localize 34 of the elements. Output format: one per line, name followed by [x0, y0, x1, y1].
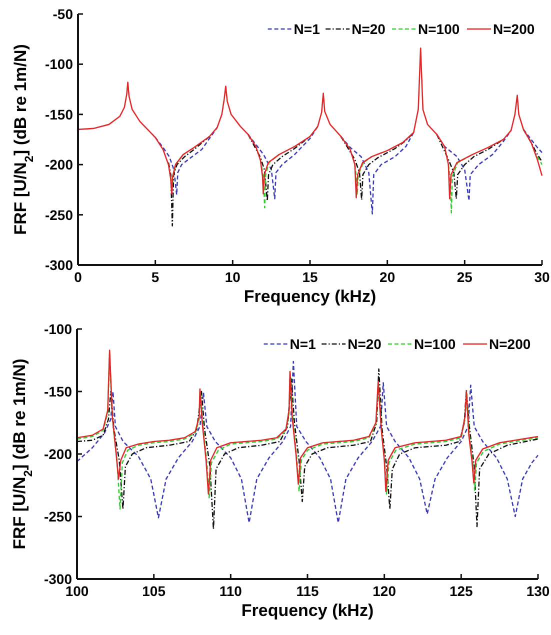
legend-label: N=20 [352, 21, 386, 37]
x-tick-label: 110 [219, 583, 242, 599]
x-tick-label: 5 [151, 269, 160, 285]
x-axis-title: Frequency (kHz) [241, 601, 374, 620]
legend-label: N=1 [294, 21, 320, 37]
x-tick-label: 125 [449, 583, 474, 599]
y-tick-label: -100 [44, 56, 74, 72]
x-tick-label: 120 [372, 583, 396, 599]
legend-label: N=100 [418, 21, 460, 37]
y-tick-label: -150 [44, 106, 74, 122]
x-tick-label: 0 [74, 269, 82, 285]
y-tick-label: -200 [44, 156, 74, 173]
legend-label: N=20 [348, 336, 382, 352]
x-tick-label: 25 [456, 269, 473, 285]
y-tick-label: -150 [44, 384, 72, 400]
x-tick-label: 10 [224, 269, 241, 285]
legend-label: N=100 [414, 336, 456, 352]
x-axis-title: Frequency (kHz) [244, 287, 376, 306]
y-tick-label: -50 [52, 6, 74, 22]
y-tick-label: -200 [44, 446, 72, 462]
legend-label: N=200 [489, 336, 531, 352]
y-tick-label: -250 [44, 206, 74, 223]
legend-label: N=1 [290, 336, 316, 352]
y-tick-label: -250 [44, 508, 72, 524]
y-tick-label: -300 [44, 257, 74, 273]
x-tick-label: 105 [142, 583, 166, 599]
x-tick-label: 130 [526, 583, 550, 599]
line-series [77, 47, 543, 200]
x-tick-label: 30 [534, 269, 550, 285]
y-tick-label: -100 [44, 321, 72, 337]
legend-label: N=200 [493, 21, 535, 37]
x-tick-label: 115 [296, 583, 320, 599]
x-tick-label: 15 [302, 269, 318, 285]
x-tick-label: 20 [380, 269, 396, 285]
